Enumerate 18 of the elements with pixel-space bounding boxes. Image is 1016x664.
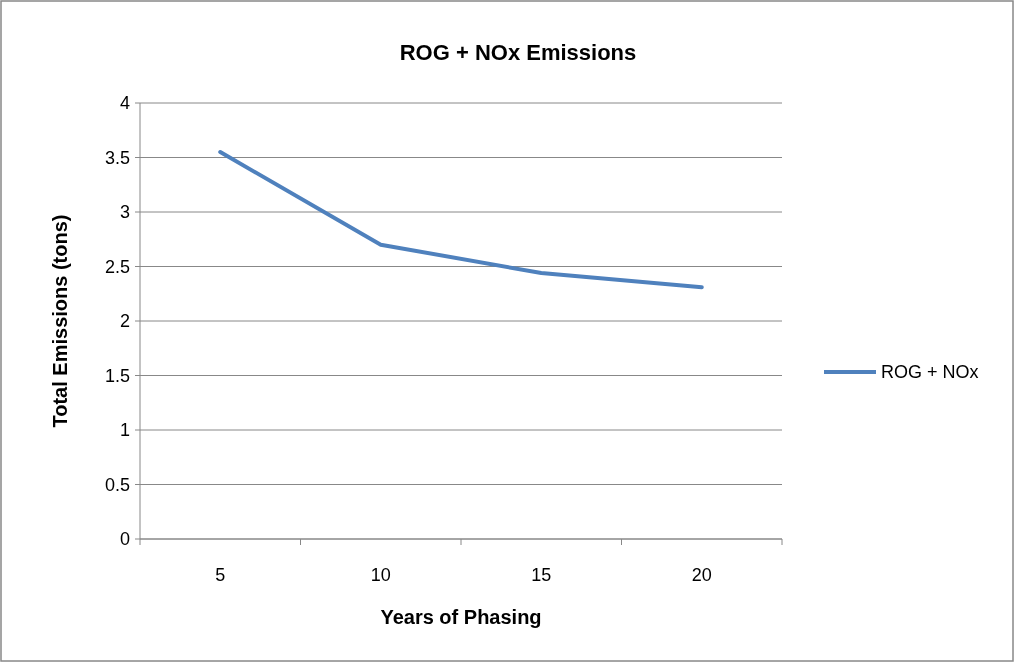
- y-axis-title: Total Emissions (tons): [49, 214, 71, 428]
- x-tick-label: 10: [370, 565, 391, 585]
- x-tick-label: 5: [215, 565, 226, 585]
- y-tick-label: 4: [119, 93, 130, 114]
- legend-label: ROG + NOx: [881, 362, 979, 383]
- chart-title: ROG + NOx Emissions: [399, 40, 637, 65]
- y-tick-label: 0.5: [104, 474, 130, 495]
- y-tick-label: 2: [119, 311, 130, 332]
- y-tick-label: 3: [119, 202, 130, 223]
- y-tick-label: 0: [119, 529, 130, 550]
- y-tick-label: 1: [119, 420, 130, 441]
- y-tick-label: 3.5: [104, 147, 130, 168]
- y-tick-label: 1.5: [104, 365, 130, 386]
- line-series: [218, 150, 704, 290]
- y-tick-label: 2.5: [104, 256, 130, 277]
- x-tick-label: 20: [691, 565, 712, 585]
- x-tick-label: 15: [531, 565, 552, 585]
- x-axis-title: Years of Phasing: [380, 606, 542, 628]
